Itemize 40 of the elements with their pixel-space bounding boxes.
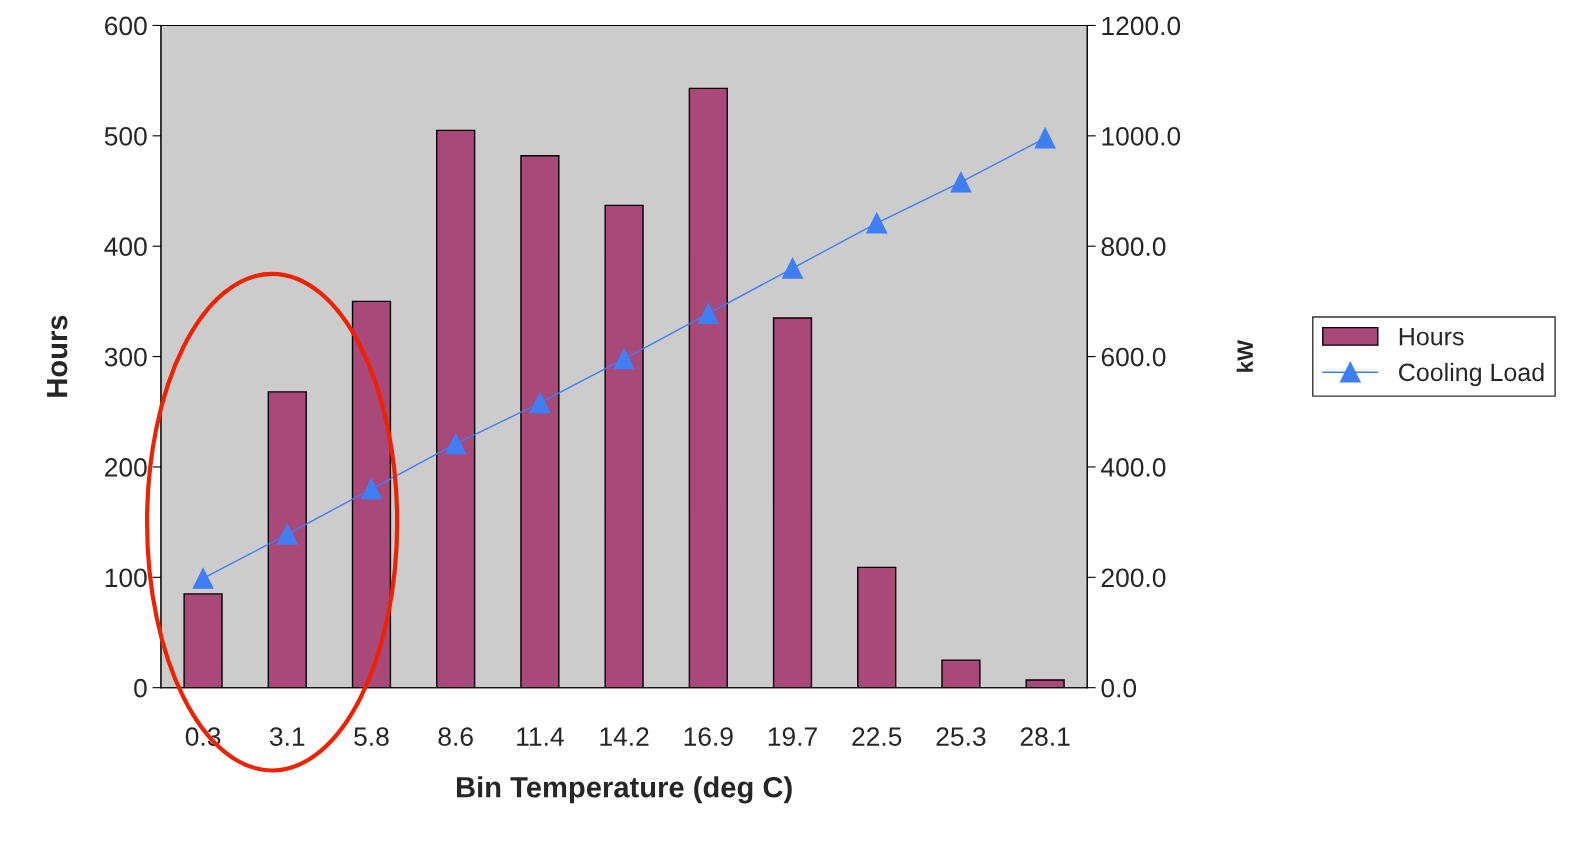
legend-label: Cooling Load xyxy=(1399,362,1544,387)
x-tick-label: 16.9 xyxy=(684,727,733,746)
point xyxy=(866,212,888,234)
x-tick-label: 25.3 xyxy=(936,727,986,746)
y-tick-label: 100 xyxy=(105,568,147,588)
x-tick-label: 5.8 xyxy=(354,727,389,746)
x-tick-label: 28.1 xyxy=(1020,727,1070,746)
y-axis-title: Hours xyxy=(47,315,68,397)
point xyxy=(192,568,214,589)
point xyxy=(361,478,382,500)
y-tick-label: 200 xyxy=(105,458,147,477)
x-tick-label: 19.7 xyxy=(768,727,817,746)
y-tick-label: 0 xyxy=(134,678,147,698)
y2-tick-label: 0.0 xyxy=(1101,678,1137,698)
x-tick-label: 3.1 xyxy=(269,727,305,746)
point xyxy=(529,392,551,414)
legend-label: Hours xyxy=(1399,327,1464,346)
point xyxy=(782,257,803,279)
point xyxy=(697,303,719,324)
y-tick-label: 600 xyxy=(105,16,147,36)
point xyxy=(445,433,467,455)
y2-tick-label: 400.0 xyxy=(1101,458,1166,477)
y2-axis-title: kW xyxy=(1236,339,1253,372)
x-axis-title: Bin Temperature (deg C) xyxy=(456,776,792,804)
y-tick-label: 300 xyxy=(104,347,147,367)
x-tick-label: 22.5 xyxy=(852,727,902,746)
point xyxy=(613,348,635,370)
point xyxy=(276,523,298,545)
y2-tick-label: 600.0 xyxy=(1101,347,1166,367)
y2-tick-label: 800.0 xyxy=(1101,237,1166,257)
y-tick-label: 500 xyxy=(104,126,147,146)
point xyxy=(950,171,972,193)
x-tick-label: 14.2 xyxy=(600,727,649,746)
x-tick-label: 8.6 xyxy=(438,727,473,746)
point xyxy=(1034,127,1056,149)
y-tick-label: 400 xyxy=(104,237,147,257)
x-tick-label: 11.4 xyxy=(517,727,564,746)
y2-tick-label: 200.0 xyxy=(1101,568,1166,588)
y2-tick-label: 1000.0 xyxy=(1102,126,1181,146)
y2-tick-label: 1200.0 xyxy=(1102,16,1181,36)
